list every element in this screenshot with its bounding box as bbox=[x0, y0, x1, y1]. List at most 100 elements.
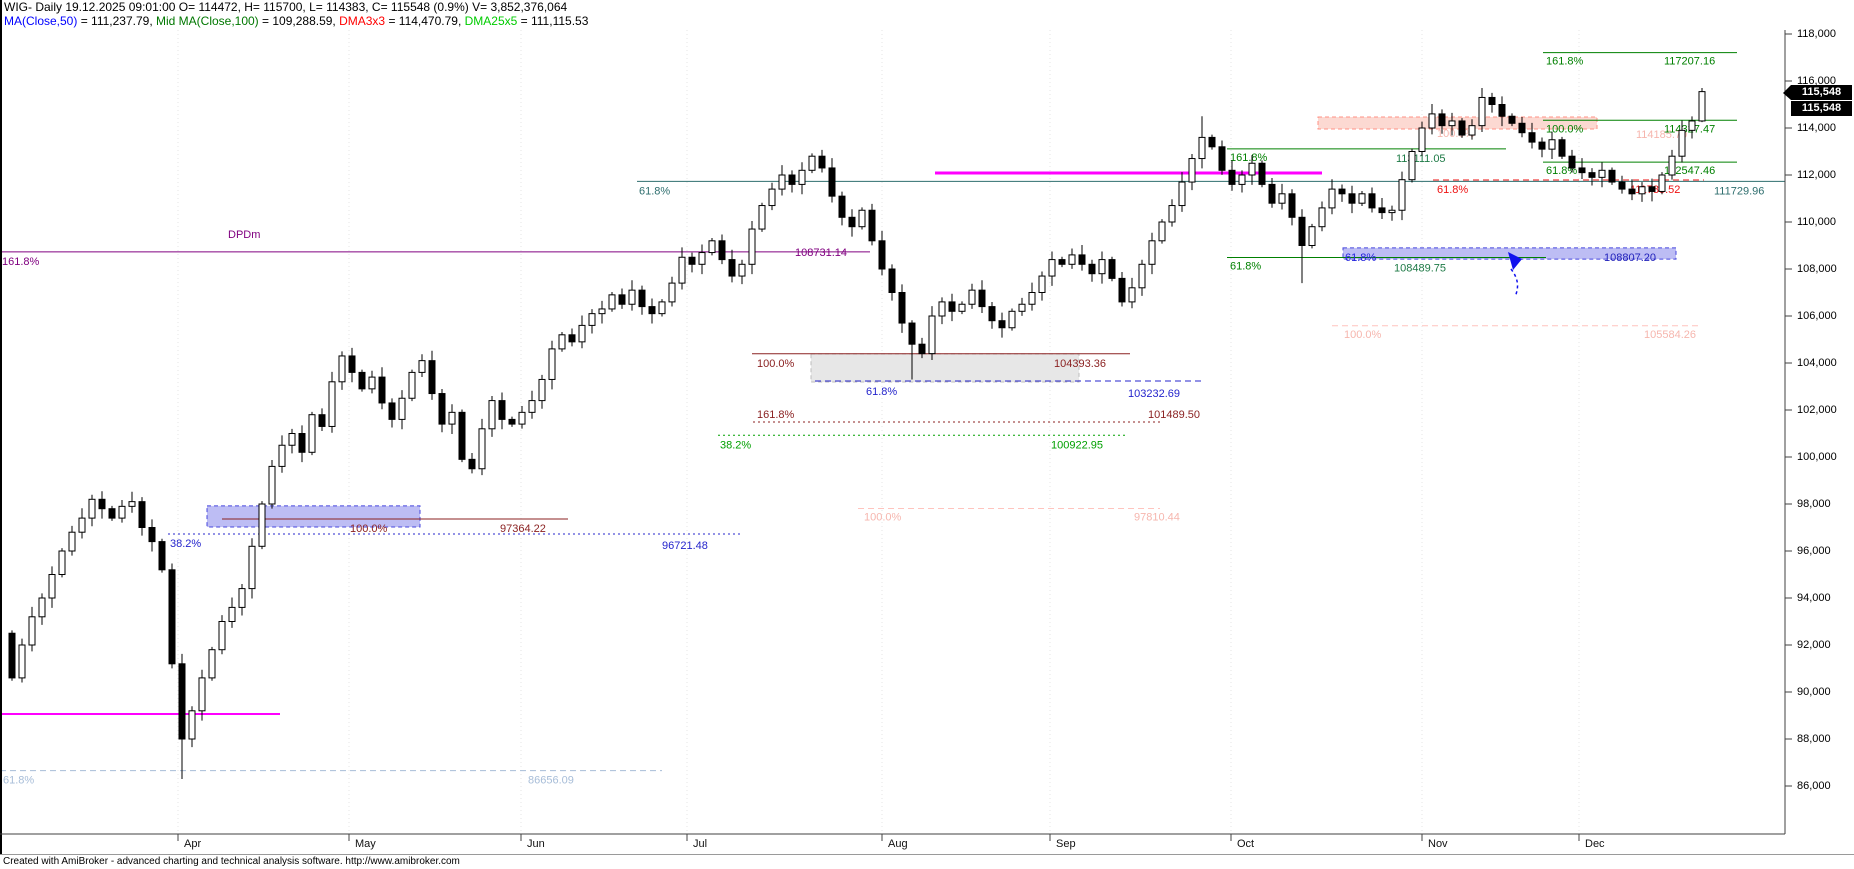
candle-body bbox=[1098, 259, 1106, 275]
candle-body bbox=[1428, 113, 1436, 129]
candle-body bbox=[468, 458, 476, 470]
candle-body bbox=[848, 216, 856, 228]
candle-body bbox=[1348, 193, 1356, 204]
candle-body bbox=[918, 343, 926, 355]
fib-label: 100922.95 bbox=[1051, 439, 1103, 451]
candle-body bbox=[1468, 125, 1476, 136]
candle-body bbox=[308, 414, 316, 453]
candle-body bbox=[78, 517, 86, 533]
candle-body bbox=[1548, 139, 1556, 150]
month-label: May bbox=[355, 838, 376, 850]
candle-body bbox=[1218, 146, 1226, 171]
candle-body bbox=[348, 355, 356, 373]
candle-body bbox=[1638, 186, 1646, 195]
candle-body bbox=[1208, 136, 1216, 148]
candle-body bbox=[568, 334, 576, 343]
candlesticks bbox=[8, 88, 1706, 779]
candle-body bbox=[728, 259, 736, 277]
candle-body bbox=[1308, 226, 1316, 246]
candle-body bbox=[758, 205, 766, 230]
last-price-marker-2: 115,548 bbox=[1791, 101, 1852, 116]
fib-label: 105584.26 bbox=[1644, 329, 1696, 341]
candle-body bbox=[198, 677, 206, 712]
month-label: Jul bbox=[693, 838, 708, 850]
price-tick-label: 98,000 bbox=[1797, 498, 1831, 510]
candle-body bbox=[578, 324, 586, 343]
candle-body bbox=[988, 306, 996, 322]
gray-zone bbox=[810, 353, 1080, 383]
candle-body bbox=[8, 632, 16, 679]
candle-body bbox=[1278, 193, 1286, 204]
candle-body bbox=[1398, 179, 1406, 211]
price-tick-label: 118,000 bbox=[1797, 28, 1836, 40]
candle-body bbox=[388, 402, 396, 420]
candle-body bbox=[1268, 183, 1276, 204]
fib-label: 111729.96 bbox=[1714, 185, 1764, 197]
candle-body bbox=[438, 393, 446, 425]
candle-body bbox=[1028, 292, 1036, 305]
price-tick-label: 86,000 bbox=[1797, 780, 1831, 792]
fib-label: 61.8% bbox=[866, 386, 897, 398]
candle-body bbox=[138, 501, 146, 528]
candle-body bbox=[1508, 115, 1516, 124]
price-tick-label: 104,000 bbox=[1797, 357, 1837, 369]
candle-body bbox=[1388, 209, 1396, 214]
candle-body bbox=[128, 501, 136, 507]
price-tick-label: 96,000 bbox=[1797, 545, 1831, 557]
fib-label: 97364.22 bbox=[500, 523, 546, 535]
candle-body bbox=[1038, 275, 1046, 293]
candle-body bbox=[1328, 188, 1336, 209]
fib-label: 100.0% bbox=[1344, 329, 1382, 341]
candle-body bbox=[708, 240, 716, 254]
candle-body bbox=[58, 550, 66, 575]
candle-body bbox=[1688, 120, 1696, 131]
candle-body bbox=[448, 411, 456, 425]
candle-body bbox=[1618, 181, 1626, 190]
fib-label: 161.8% bbox=[1546, 56, 1584, 68]
price-tick-label: 100,000 bbox=[1797, 451, 1837, 463]
candle-body bbox=[1288, 193, 1296, 218]
candle-body bbox=[1498, 104, 1506, 117]
candle-body bbox=[178, 663, 186, 740]
blue-arrow-annotation bbox=[1508, 252, 1522, 270]
fib-label: 161.8% bbox=[757, 409, 795, 421]
candle-body bbox=[28, 616, 36, 646]
candle-body bbox=[338, 355, 346, 383]
candle-body bbox=[88, 498, 96, 519]
left-border bbox=[0, 0, 2, 854]
candle-body bbox=[1178, 181, 1186, 207]
legend-segment: = 114,470.79, bbox=[385, 14, 465, 28]
candle-body bbox=[668, 282, 676, 303]
footer-text: Created with AmiBroker - advanced charti… bbox=[3, 856, 346, 867]
fib-label: 108489.75 bbox=[1394, 262, 1446, 274]
candle-body bbox=[888, 268, 896, 293]
candle-body bbox=[208, 649, 216, 679]
candle-body bbox=[798, 169, 806, 185]
month-gridlines bbox=[177, 30, 1580, 834]
candle-body bbox=[148, 527, 156, 543]
candle-body bbox=[928, 315, 936, 355]
chart-title: WIG- Daily 19.12.2025 09:01:00 O= 114472… bbox=[4, 0, 568, 14]
candle-body bbox=[1068, 254, 1076, 265]
candle-body bbox=[1318, 207, 1326, 228]
candle-body bbox=[1698, 91, 1706, 122]
candle-body bbox=[1648, 186, 1656, 192]
candle-body bbox=[108, 508, 116, 519]
candle-body bbox=[458, 411, 466, 460]
amibroker-link[interactable]: http://www.amibroker.com bbox=[345, 856, 460, 867]
chart-header: WIG- Daily 19.12.2025 09:01:00 O= 114472… bbox=[4, 0, 1504, 30]
fib-label: 108731.14 bbox=[795, 247, 847, 259]
candle-body bbox=[748, 228, 756, 265]
fib-label: 113111.05 bbox=[1396, 153, 1446, 165]
candle-body bbox=[838, 195, 846, 218]
candle-body bbox=[818, 155, 826, 169]
fib-label: 161.8% bbox=[1230, 152, 1268, 164]
candle-body bbox=[1518, 122, 1526, 134]
candle-body bbox=[1478, 96, 1486, 127]
candle-body bbox=[558, 334, 566, 350]
candle-body bbox=[1578, 167, 1586, 174]
candle-body bbox=[38, 597, 46, 618]
candle-body bbox=[258, 503, 266, 547]
candle-body bbox=[1558, 139, 1566, 157]
